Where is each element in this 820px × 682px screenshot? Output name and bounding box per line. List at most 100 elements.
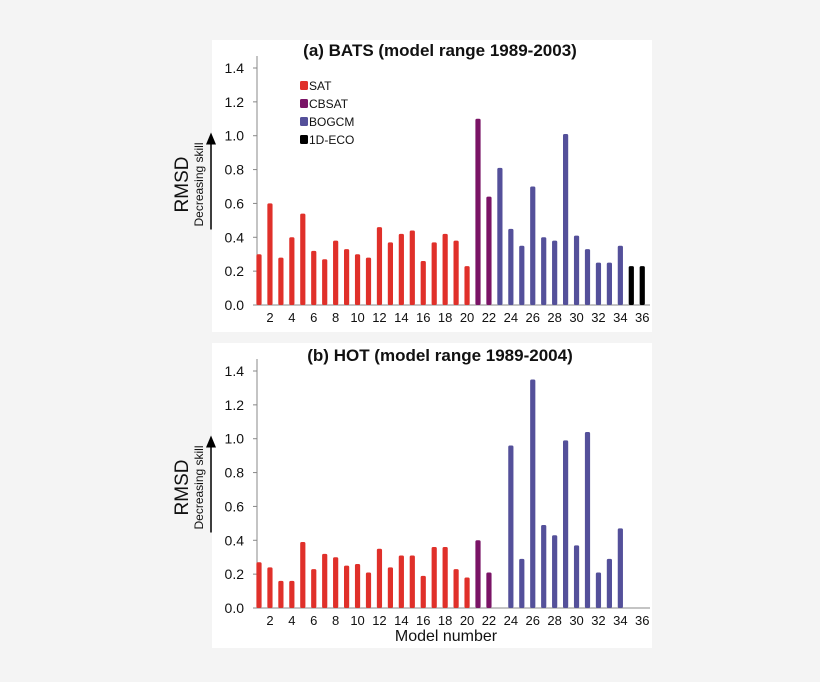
- bar-model-10: [354, 563, 361, 608]
- bar-model-14: [398, 555, 404, 608]
- x-tick-label: 24: [504, 310, 518, 325]
- bar-model-23: [497, 167, 503, 305]
- bar-model-8: [333, 240, 339, 305]
- y-tick-label: 0.6: [225, 498, 245, 514]
- x-tick-label: 16: [416, 613, 430, 628]
- x-tick-label: 20: [460, 613, 474, 628]
- bar-model-8: [333, 557, 339, 608]
- chart-title: (b) HOT (model range 1989-2004): [307, 346, 572, 365]
- bar-model-18: [442, 233, 448, 305]
- x-tick-label: 6: [310, 310, 317, 325]
- legend-swatch-bogcm: [300, 117, 308, 126]
- y-axis-sublabel: Decreasing skill: [192, 445, 206, 529]
- x-tick-label: 28: [547, 613, 561, 628]
- bar-model-32: [595, 572, 602, 608]
- bar-model-13: [387, 242, 393, 305]
- bar-model-1: [256, 254, 262, 305]
- bar-model-30: [573, 545, 580, 608]
- y-axis-sublabel: Decreasing skill: [192, 142, 206, 226]
- bar-model-25: [519, 558, 525, 608]
- x-tick-label: 12: [372, 613, 386, 628]
- legend-label-sat: SAT: [309, 79, 332, 93]
- bar-model-17: [431, 242, 437, 305]
- bar-model-6: [311, 569, 317, 608]
- panel-b: (b) HOT (model range 1989-2004) 0.0 0.2 0.4…: [172, 346, 650, 645]
- x-tick-label: 18: [438, 310, 452, 325]
- bar-model-21: [475, 540, 481, 608]
- x-tick-label: 10: [350, 613, 364, 628]
- bar-model-11: [365, 572, 372, 608]
- bar-model-17: [431, 547, 437, 608]
- chart-title: (a) BATS (model range 1989-2003): [303, 41, 577, 60]
- bar-model-3: [278, 257, 284, 305]
- bar-model-20: [464, 577, 470, 608]
- bar-model-14: [398, 233, 404, 305]
- x-tick-label: 12: [372, 310, 386, 325]
- x-tick-label: 4: [288, 310, 295, 325]
- bar-model-34: [617, 245, 623, 305]
- bar-model-32: [595, 262, 602, 305]
- bar-model-21: [475, 118, 481, 306]
- bar-model-2: [267, 203, 273, 305]
- bar-model-27: [541, 525, 547, 608]
- bar-model-30: [573, 235, 580, 305]
- y-axis-label: RMSD: [172, 157, 193, 213]
- legend-swatch-1d-eco: [300, 135, 308, 144]
- bar-model-22: [486, 572, 492, 608]
- x-tick-label: 26: [526, 613, 540, 628]
- bar-model-4: [289, 580, 295, 608]
- arrow-up-icon: [206, 435, 216, 448]
- x-tick-label: 10: [350, 310, 364, 325]
- bar-model-7: [322, 259, 328, 305]
- bar-model-16: [420, 260, 426, 305]
- bar-model-20: [464, 266, 470, 305]
- bar-model-4: [289, 237, 295, 305]
- x-tick-label: 30: [569, 613, 583, 628]
- bar-model-1: [256, 562, 262, 608]
- y-tick-label: 0.4: [225, 229, 245, 245]
- x-tick-label: 36: [635, 310, 649, 325]
- x-tick-label: 18: [438, 613, 452, 628]
- bar-model-11: [365, 257, 372, 305]
- y-tick-label: 1.2: [225, 94, 245, 110]
- bar-model-31: [584, 431, 591, 608]
- x-tick-label: 14: [394, 613, 408, 628]
- y-tick-label: 0.0: [225, 297, 245, 313]
- x-tick-label: 28: [547, 310, 561, 325]
- bar-model-7: [322, 553, 328, 608]
- x-axis-label: Model number: [395, 628, 498, 645]
- y-tick-label: 1.0: [225, 128, 245, 144]
- legend-label-cbsat: CBSAT: [309, 97, 349, 111]
- bar-model-5: [300, 541, 306, 608]
- y-tick-label: 0.2: [225, 263, 245, 279]
- bar-model-13: [387, 567, 393, 608]
- x-tick-label: 36: [635, 613, 649, 628]
- x-tick-label: 32: [591, 613, 605, 628]
- bar-model-29: [563, 440, 569, 608]
- x-tick-label: 34: [613, 613, 627, 628]
- bar-model-3: [278, 580, 284, 608]
- bar-model-31: [584, 249, 591, 305]
- bar-model-16: [420, 575, 426, 608]
- x-tick-label: 16: [416, 310, 430, 325]
- bar-model-5: [300, 213, 306, 305]
- legend-label-bogcm: BOGCM: [309, 115, 354, 129]
- bar-model-33: [606, 558, 612, 608]
- bar-model-2: [267, 567, 273, 608]
- bar-model-15: [409, 230, 415, 305]
- legend-label-1d-eco: 1D-ECO: [309, 133, 354, 147]
- bar-model-12: [376, 227, 383, 305]
- bar-model-9: [344, 565, 350, 608]
- arrow-up-icon: [206, 132, 216, 145]
- bar-model-36: [639, 266, 645, 305]
- x-tick-label: 8: [332, 310, 339, 325]
- x-tick-label: 24: [504, 613, 518, 628]
- bar-model-26: [530, 379, 536, 608]
- x-tick-label: 2: [266, 310, 273, 325]
- y-tick-label: 0.6: [225, 195, 245, 211]
- x-tick-label: 22: [482, 310, 496, 325]
- bar-model-24: [508, 445, 514, 608]
- bar-model-12: [376, 548, 383, 608]
- y-tick-label: 1.4: [225, 363, 245, 379]
